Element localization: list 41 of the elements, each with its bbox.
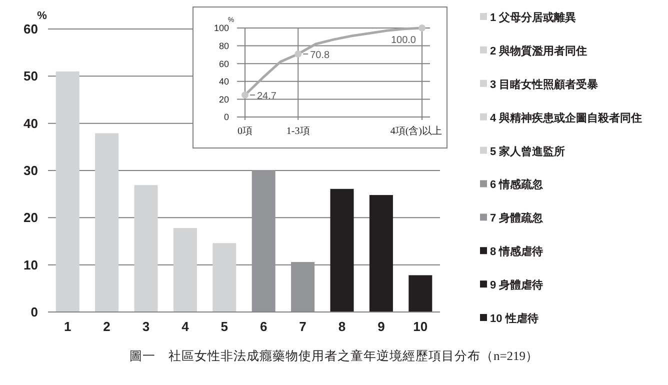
x-tick-label: 4 [182, 319, 190, 334]
y-axis-title: % [37, 10, 48, 22]
legend-label: 3 目睹女性照顧者受暴 [490, 78, 598, 91]
y-tick-label: 0 [224, 112, 229, 122]
legend-label: 7 身體疏忽 [490, 212, 544, 225]
x-tick-label: 4項(含)以上 [390, 125, 442, 137]
y-tick-label: 10 [24, 257, 38, 272]
legend-label: 9 身體虐待 [490, 278, 544, 292]
legend-label: 4 與精神疾患或企圖自殺者同住 [490, 111, 642, 124]
x-tick-label: 6 [260, 319, 268, 334]
y-tick-label: 0 [30, 304, 38, 320]
legend-label: 10 性虐待 [490, 312, 538, 325]
y-tick-label: 20 [24, 210, 38, 226]
x-tick-label: 5 [220, 319, 228, 334]
y-tick-label: 100 [214, 23, 229, 34]
text: 圖一 社區女性非法成癮藥物使用者之童年逆境經歷項目分布（n=219） [129, 348, 539, 363]
x-tick-label: 3 [142, 319, 150, 334]
x-tick-label: 8 [338, 319, 346, 334]
legend-label: 6 情感疏忽 [490, 178, 544, 192]
x-tick-label: 7 [299, 319, 306, 334]
legend-label: 5 家人曾進監所 [490, 144, 566, 158]
x-tick-label: 1-3項 [286, 126, 310, 137]
data-label: 24.7 [257, 91, 277, 102]
x-tick-label: 9 [378, 319, 385, 334]
y-tick-label: 40 [24, 116, 38, 131]
legend-label: 1 父母分居或離異 [490, 11, 576, 24]
y-tick-label: 50 [24, 68, 38, 84]
x-tick-label: 0項 [238, 126, 252, 137]
y-tick-label: 20 [218, 94, 229, 104]
x-tick-label: 1 [64, 319, 72, 334]
x-tick-label: 10 [413, 319, 428, 334]
y-tick-label: 60 [218, 58, 229, 69]
legend-label: 8 情感虐待 [490, 245, 544, 258]
y-tick-label: 80 [218, 40, 229, 51]
y-tick-label: 30 [24, 163, 38, 178]
y-tick-label: 60 [24, 22, 38, 37]
data-label: 70.8 [310, 50, 330, 61]
data-label: 100.0 [390, 35, 416, 46]
legend-label: 2 與物質濫用者同住 [490, 44, 588, 58]
x-tick-label: 2 [103, 319, 110, 334]
y-tick-label: 40 [218, 76, 229, 87]
